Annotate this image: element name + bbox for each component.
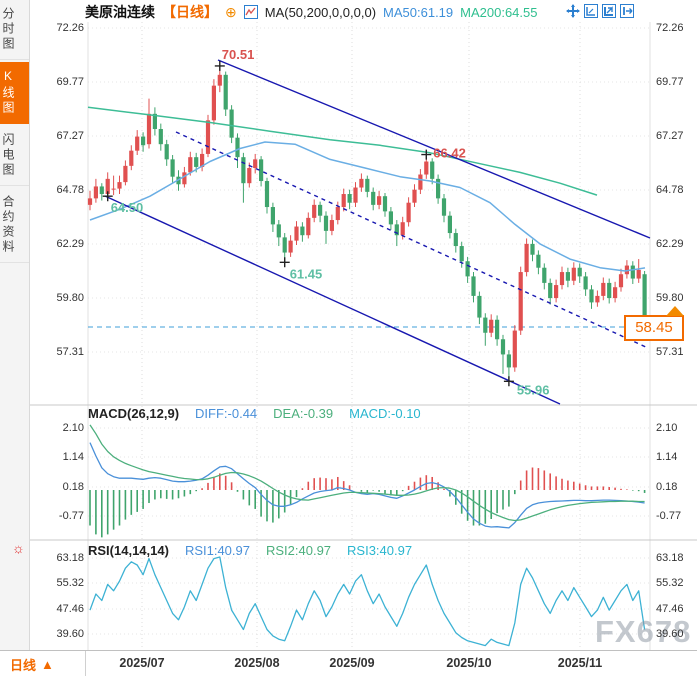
axis-label: 39.60 [56, 628, 84, 640]
move-crosshair-icon[interactable] [566, 4, 580, 18]
axis-label: 59.80 [656, 292, 684, 304]
sidebar: 分时图 K线图 闪电图 合约资料 [0, 0, 30, 650]
axis-label: 0.18 [62, 481, 84, 493]
add-indicator-icon[interactable]: ⊕ [225, 4, 237, 20]
rsi3-value: RSI3:40.97 [347, 543, 413, 558]
gridlines [88, 22, 650, 650]
rsi2-value: RSI2:40.97 [265, 543, 332, 558]
ma50-value: MA50:61.19 [383, 4, 454, 20]
period-selector[interactable]: 日线 ▲ [10, 655, 54, 674]
axis-label: 63.18 [656, 552, 684, 564]
svg-text:64.50: 64.50 [111, 200, 144, 215]
axis-label: -0.77 [656, 510, 682, 522]
axis-label: 2.10 [656, 422, 678, 434]
svg-text:66.42: 66.42 [433, 146, 466, 161]
ma200-value: MA200:64.55 [460, 4, 538, 20]
sidebar-tab-3[interactable]: 合约资料 [0, 188, 29, 263]
axis-label: 72.26 [56, 22, 84, 34]
date-label: 2025/08 [234, 656, 280, 670]
svg-text:55.96: 55.96 [517, 382, 550, 397]
axis-label: 64.78 [56, 184, 84, 196]
sidebar-tab-0[interactable]: 分时图 [0, 0, 29, 60]
svg-text:61.45: 61.45 [290, 266, 323, 281]
axis-label: 72.26 [656, 22, 684, 34]
trendline-0[interactable] [217, 59, 651, 239]
divider [85, 651, 86, 676]
sidebar-tab-2[interactable]: 闪电图 [0, 126, 29, 186]
axis-scale-icon[interactable] [584, 4, 598, 18]
axis-label: 55.32 [656, 577, 684, 589]
period-selector-label: 日线 [10, 658, 37, 673]
trendline-1[interactable] [104, 195, 561, 405]
axis-label: -0.77 [58, 510, 84, 522]
date-label: 2025/10 [446, 656, 492, 670]
macd-macd-value: MACD:-0.10 [349, 406, 421, 421]
chart-header: 美原油连续 【日线】 ⊕ MA(50,200,0,0,0,0) MA50:61.… [85, 2, 537, 22]
bottom-bar: 日线 ▲ 2025/07 2025/08 2025/09 2025/10 2025/11 [0, 650, 697, 676]
axis-label: 55.32 [56, 577, 84, 589]
axis-label: 39.60 [656, 628, 684, 640]
axis-label: 59.80 [56, 292, 84, 304]
axis-label: 47.46 [56, 603, 84, 615]
macd-header: MACD(26,12,9) DIFF:-0.44 DEA:-0.39 MACD:… [88, 406, 421, 421]
axis-label: 57.31 [656, 346, 684, 358]
axis-label: 63.18 [56, 552, 84, 564]
axis-label: 1.14 [656, 451, 678, 463]
axis-label: 67.27 [656, 130, 684, 142]
collapse-panel-icon[interactable] [620, 4, 634, 18]
ma200-line [87, 106, 598, 196]
axis-label: 67.27 [56, 130, 84, 142]
mini-chart-icon[interactable] [243, 5, 258, 19]
chart-toolbar [566, 4, 634, 18]
macd-diff-value: DIFF:-0.44 [195, 406, 258, 421]
rsi1-value: RSI1:40.97 [184, 543, 250, 558]
axis-label: 69.77 [56, 76, 84, 88]
last-price-box: 58.45 [624, 315, 684, 341]
draw-trendline-icon[interactable] [602, 4, 616, 18]
ma-settings-label[interactable]: MA(50,200,0,0,0,0) [264, 4, 377, 20]
rsi-name: RSI(14,14,14) [88, 543, 169, 558]
instrument-title: 美原油连续 [85, 4, 155, 20]
macd-panel [89, 467, 646, 538]
macd-dea-value: DEA:-0.39 [273, 406, 334, 421]
right-price-axis: 72.26 69.77 67.27 64.78 62.29 59.80 57.31 2.10 1… [654, 0, 697, 650]
axis-label: 1.14 [62, 451, 84, 463]
axis-label: 0.18 [656, 481, 678, 493]
date-label: 2025/07 [119, 656, 165, 670]
date-label: 2025/11 [557, 656, 603, 670]
left-price-axis: 72.26 69.77 67.27 64.78 62.29 59.80 57.31 2.10 1… [34, 0, 84, 650]
rsi-header: RSI(14,14,14) RSI1:40.97 RSI2:40.97 RSI3… [88, 543, 412, 558]
axis-label: 69.77 [656, 76, 684, 88]
axis-label: 62.29 [56, 238, 84, 250]
scroll-to-latest-arrow[interactable] [666, 306, 684, 316]
axis-label: 2.10 [62, 422, 84, 434]
chevron-up-icon: ▲ [41, 657, 54, 672]
candlesticks [87, 65, 647, 382]
watermark-logo: FX678 [595, 614, 692, 649]
trendline-2[interactable] [175, 131, 649, 349]
rsi-line [89, 556, 646, 647]
indicator-settings-icon[interactable]: ☼ [12, 540, 25, 556]
ma50-line [89, 141, 646, 272]
axis-label: 62.29 [656, 238, 684, 250]
date-label: 2025/09 [329, 656, 375, 670]
macd-diff-line [89, 442, 645, 529]
sidebar-tab-1[interactable]: K线图 [0, 62, 29, 124]
price-annotations: 70.51 66.42 64.50 61.45 55.96 [102, 47, 550, 397]
axis-label: 57.31 [56, 346, 84, 358]
axis-label: 47.46 [656, 603, 684, 615]
period-badge: 【日线】 [162, 4, 218, 20]
macd-dea-line [89, 424, 645, 522]
axis-label: 64.78 [656, 184, 684, 196]
svg-text:70.51: 70.51 [222, 47, 255, 62]
macd-name: MACD(26,12,9) [88, 406, 180, 421]
